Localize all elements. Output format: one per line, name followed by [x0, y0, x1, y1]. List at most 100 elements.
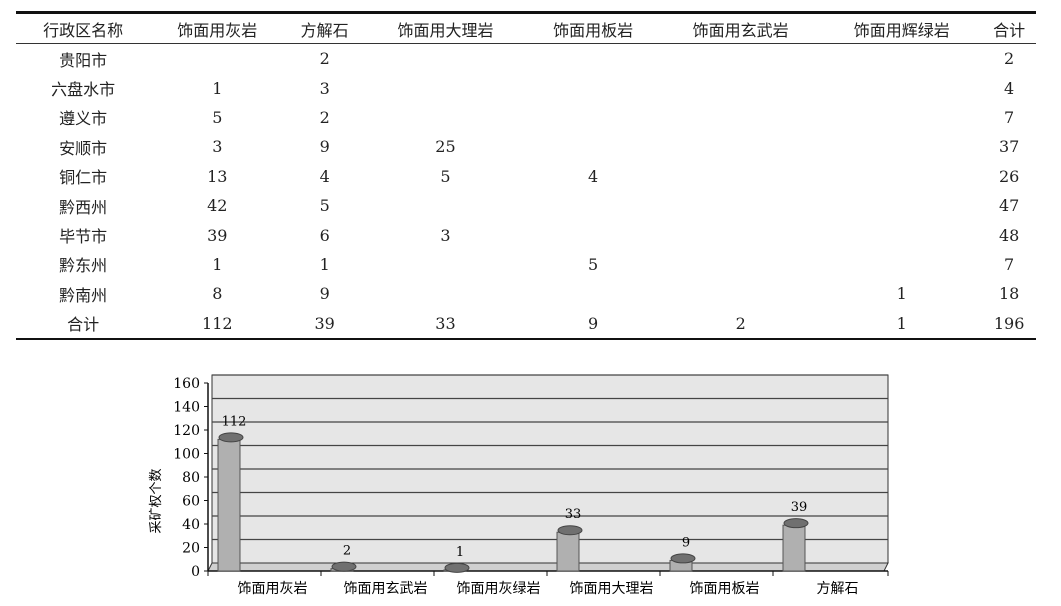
- value-cell: 2: [319, 49, 330, 69]
- value-cell: 9: [587, 313, 599, 333]
- data-label: 9: [682, 535, 690, 550]
- region-name-cell: 遵义市: [59, 109, 108, 129]
- bar: [217, 438, 241, 572]
- column-header: 饰面用辉绿岩: [853, 20, 950, 40]
- value-cell: 47: [998, 196, 1020, 216]
- value-cell: 42: [207, 196, 228, 216]
- value-cell: 3: [440, 225, 451, 245]
- value-cell: [365, 191, 526, 220]
- region-name-cell: 安顺市: [59, 138, 108, 158]
- column-header: 饰面用灰岩: [177, 20, 258, 40]
- value-cell: 9: [319, 137, 330, 157]
- region-name-cell: 贵阳市: [59, 50, 108, 70]
- y-tick-label: 160: [173, 376, 200, 392]
- bar-top: [670, 553, 696, 564]
- value-cell: [365, 44, 526, 74]
- value-cell: 1: [319, 254, 330, 274]
- table-row: 铜仁市 13 4 5 4 26: [16, 162, 1036, 191]
- value-cell: [660, 250, 821, 279]
- value-cell: 1: [896, 313, 907, 333]
- y-tick-label: 120: [173, 423, 200, 439]
- table-row: 六盘水市 1 3 4: [16, 73, 1036, 102]
- value-cell: [660, 279, 821, 308]
- value-cell: 2: [735, 313, 746, 333]
- value-cell: [660, 132, 821, 161]
- data-label: 33: [565, 507, 582, 522]
- data-label: 39: [791, 500, 808, 515]
- table-header-row: 行政区名称 饰面用灰岩 方解石 饰面用大理岩 饰面用板岩 饰面用玄武岩 饰面用辉绿岩 合计: [16, 12, 1036, 44]
- region-name-cell: 铜仁市: [59, 168, 108, 188]
- table-row: 贵阳市 2 2: [16, 44, 1036, 74]
- y-tick-label: 80: [182, 470, 200, 486]
- x-tick-label: 饰面用灰岩: [238, 581, 308, 597]
- value-cell: [660, 103, 821, 132]
- column-header: 饰面用玄武岩: [692, 20, 789, 40]
- column-header: 饰面用板岩: [553, 20, 634, 40]
- y-tick-label: 140: [173, 400, 200, 416]
- y-tick-label: 60: [182, 494, 200, 510]
- value-cell: 2: [319, 107, 330, 127]
- value-cell: 26: [998, 166, 1020, 186]
- value-cell: [821, 220, 982, 249]
- value-cell: 196: [993, 313, 1025, 333]
- column-header: 合计: [993, 20, 1026, 40]
- bar-top: [218, 432, 244, 443]
- region-name-cell: 合计: [67, 315, 100, 335]
- value-cell: 9: [319, 284, 330, 304]
- y-tick-label: 40: [182, 517, 200, 533]
- value-cell: 48: [998, 225, 1020, 245]
- value-cell: 1: [212, 254, 223, 274]
- y-tick-label: 100: [173, 447, 200, 463]
- value-cell: 2: [1004, 49, 1015, 69]
- column-header: 方解石: [300, 20, 349, 40]
- value-cell: 5: [212, 107, 223, 127]
- value-cell: [821, 132, 982, 161]
- value-cell: [365, 73, 526, 102]
- bar: [556, 531, 580, 572]
- y-tick-label: 0: [191, 564, 200, 580]
- value-cell: [365, 103, 526, 132]
- column-header: 饰面用大理岩: [397, 20, 494, 40]
- value-cell: 6: [319, 225, 330, 245]
- value-cell: [526, 220, 660, 249]
- value-cell: 18: [998, 284, 1020, 304]
- value-cell: 7: [1004, 107, 1015, 127]
- value-cell: [365, 279, 526, 308]
- bar-top: [444, 562, 470, 573]
- value-cell: 37: [998, 137, 1020, 157]
- bar: [782, 524, 806, 572]
- value-cell: [365, 250, 526, 279]
- table-row: 黔南州 8 9 1 18: [16, 279, 1036, 308]
- value-cell: [821, 103, 982, 132]
- value-cell: [526, 44, 660, 74]
- x-tick-label: 饰面用板岩: [690, 581, 760, 597]
- table-row: 安顺市 3 9 25 37: [16, 132, 1036, 161]
- value-cell: [821, 162, 982, 191]
- x-tick-label: 饰面用灰绿岩: [457, 581, 541, 597]
- value-cell: [526, 191, 660, 220]
- value-cell: 7: [1004, 254, 1015, 274]
- column-header: 行政区名称: [43, 20, 124, 40]
- table-row: 合计 112 39 33 9 2 1 196: [16, 309, 1036, 339]
- data-label: 2: [343, 544, 351, 559]
- value-cell: 39: [314, 313, 335, 333]
- region-name-cell: 黔东州: [59, 256, 108, 276]
- value-cell: [821, 44, 982, 74]
- y-axis-label: 采矿权个数: [148, 468, 164, 533]
- x-tick-label: 饰面用玄武岩: [344, 580, 428, 597]
- table-row: 遵义市 5 2 7: [16, 103, 1036, 132]
- value-cell: 5: [319, 196, 330, 216]
- x-tick-label: 饰面用大理岩: [570, 581, 654, 597]
- value-cell: [526, 103, 660, 132]
- value-cell: 4: [319, 166, 330, 186]
- value-cell: 13: [207, 166, 228, 186]
- bar-top: [783, 518, 809, 529]
- value-cell: [660, 73, 821, 102]
- value-cell: 4: [1004, 78, 1015, 98]
- value-cell: 39: [207, 225, 228, 245]
- value-cell: [526, 279, 660, 308]
- region-name-cell: 黔南州: [59, 285, 108, 305]
- value-cell: [821, 250, 982, 279]
- region-name-cell: 黔西州: [59, 197, 108, 217]
- value-cell: 33: [435, 313, 456, 333]
